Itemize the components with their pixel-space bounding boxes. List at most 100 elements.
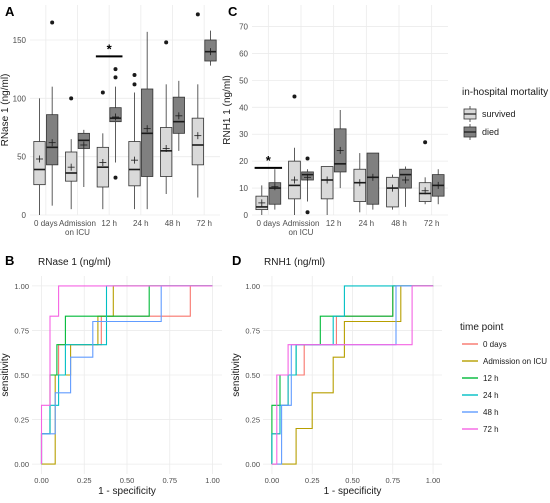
- boxplot-died: [77, 129, 90, 187]
- x-tick-label: 24 h: [359, 219, 375, 228]
- boxplot-survived: [65, 96, 78, 210]
- x-tick-label-line: 24 h: [359, 219, 375, 228]
- roc-line-admission-on-icu: [271, 285, 434, 465]
- x-axis-title: 1 - specificity: [98, 486, 156, 497]
- box-iqr: [386, 176, 399, 208]
- y-axis-title: sensitivity: [0, 353, 11, 396]
- x-tick-label-line: on ICU: [289, 228, 314, 237]
- boxplot-died: [204, 30, 217, 66]
- y-tick-label: 0.25: [245, 416, 260, 425]
- y-tick-label: 0.25: [14, 416, 29, 425]
- x-tick-label: 72 h: [424, 219, 440, 228]
- chart-title: RNase 1 (ng/ml): [38, 257, 111, 268]
- legend-label: 12 h: [483, 374, 499, 383]
- boxplot-survived: [418, 140, 432, 205]
- outlier-point: [113, 67, 118, 72]
- boxplot-survived: [255, 185, 269, 215]
- boxplot-survived: [191, 12, 204, 198]
- boxplot-died: [172, 80, 185, 151]
- roc-line-24-h: [271, 285, 434, 465]
- x-tick-label: 72 h: [196, 219, 212, 228]
- legend-label: survived: [482, 109, 516, 119]
- y-tick-label: 40: [239, 103, 248, 112]
- x-tick-label-line: Admission: [283, 219, 320, 228]
- y-tick-label: 20: [239, 157, 248, 166]
- x-axis-title: 1 - specificity: [324, 486, 382, 497]
- x-tick-label-line: 24 h: [133, 219, 149, 228]
- roc-line-48-h: [271, 285, 434, 465]
- plot-background: [252, 5, 448, 215]
- x-tick-label-line: on ICU: [65, 228, 90, 237]
- panel-c-boxplot: 0 10 20 30 40 50 60 70 0 days Admission on ICU 12 h…: [222, 4, 448, 237]
- outlier-point: [132, 82, 137, 87]
- outlier-point: [100, 90, 105, 95]
- boxplot-died: [431, 169, 445, 205]
- panel-letter: A: [5, 4, 15, 19]
- y-axis-title: sensitivity: [231, 353, 242, 396]
- boxplot-died: [301, 156, 314, 215]
- legend-label: died: [482, 127, 499, 137]
- y-tick-label: 0.00: [245, 460, 260, 469]
- y-tick-label: 0.50: [14, 371, 29, 380]
- legend-key-died: [463, 124, 477, 140]
- outlier-point: [195, 12, 200, 17]
- x-tick-label: 0 days: [34, 219, 58, 228]
- legend-label: Admission on ICU: [483, 357, 547, 366]
- x-tick-label-line: 48 h: [165, 219, 181, 228]
- y-tick-label: 60: [239, 49, 248, 58]
- panel-d-roc: 0.00 0.25 0.50 0.75 1.00 0.00 0.25 0.50 0.75 1.00…: [231, 253, 442, 497]
- y-tick-label: 1.00: [245, 282, 260, 291]
- boxplot-died: [366, 152, 380, 210]
- x-tick-label: 1.00: [426, 476, 441, 485]
- x-tick-label: 1.00: [205, 476, 220, 485]
- y-tick-label: 50: [17, 153, 26, 162]
- significance-star: *: [266, 153, 272, 168]
- x-tick-label: 0.75: [162, 476, 177, 485]
- x-tick-label: 24 h: [133, 219, 149, 228]
- boxplot-survived: [353, 153, 367, 213]
- y-tick-label: 0.00: [14, 460, 29, 469]
- panel-letter: C: [228, 4, 238, 19]
- roc-line-48-h: [40, 285, 213, 465]
- legend-label: 0 days: [483, 340, 507, 349]
- legend-label: 48 h: [483, 408, 499, 417]
- y-tick-label: 70: [239, 23, 248, 32]
- plot-background: [30, 5, 220, 215]
- x-tick-label: 0.00: [34, 476, 49, 485]
- legend-mortality: in-hospital mortality survived died: [462, 87, 548, 140]
- legend-label: 72 h: [483, 425, 499, 434]
- x-tick-label: 0.75: [385, 476, 400, 485]
- x-tick-label: 0 days: [257, 219, 281, 228]
- chart-title: RNH1 (ng/ml): [264, 257, 325, 268]
- significance-star: *: [107, 41, 113, 56]
- y-tick-label: 0.75: [245, 326, 260, 335]
- outlier-point: [305, 210, 310, 215]
- y-axis-title: RNH1 1 (ng/ml): [222, 75, 233, 144]
- x-tick-label: Admission on ICU: [283, 219, 320, 237]
- boxplot-survived: [288, 94, 301, 215]
- box-iqr: [268, 182, 282, 205]
- x-tick-label-line: 72 h: [196, 219, 212, 228]
- x-tick-label-line: 12 h: [101, 219, 117, 228]
- y-axis-title: RNase 1 (ng/ml): [0, 74, 11, 147]
- panel-letter: D: [232, 253, 241, 268]
- y-tick-label: 150: [13, 36, 27, 45]
- roc-line-72-h: [40, 285, 213, 465]
- y-tick-label: 0: [244, 211, 249, 220]
- boxplot-died: [333, 110, 347, 189]
- panel-letter: B: [5, 253, 14, 268]
- y-tick-label: 1.00: [14, 282, 29, 291]
- x-tick-label-line: 12 h: [326, 219, 342, 228]
- boxplot-survived: [128, 73, 141, 210]
- x-tick-label-line: 0 days: [34, 219, 58, 228]
- boxplot-died: [46, 20, 59, 206]
- x-tick-label: 0.50: [345, 476, 360, 485]
- x-tick-label: 12 h: [101, 219, 117, 228]
- outlier-point: [305, 156, 310, 161]
- outlier-point: [69, 96, 74, 101]
- x-tick-label: Admission on ICU: [59, 219, 96, 237]
- boxplot-survived: [96, 90, 109, 210]
- outlier-point: [132, 73, 137, 77]
- boxplot-survived: [386, 174, 399, 210]
